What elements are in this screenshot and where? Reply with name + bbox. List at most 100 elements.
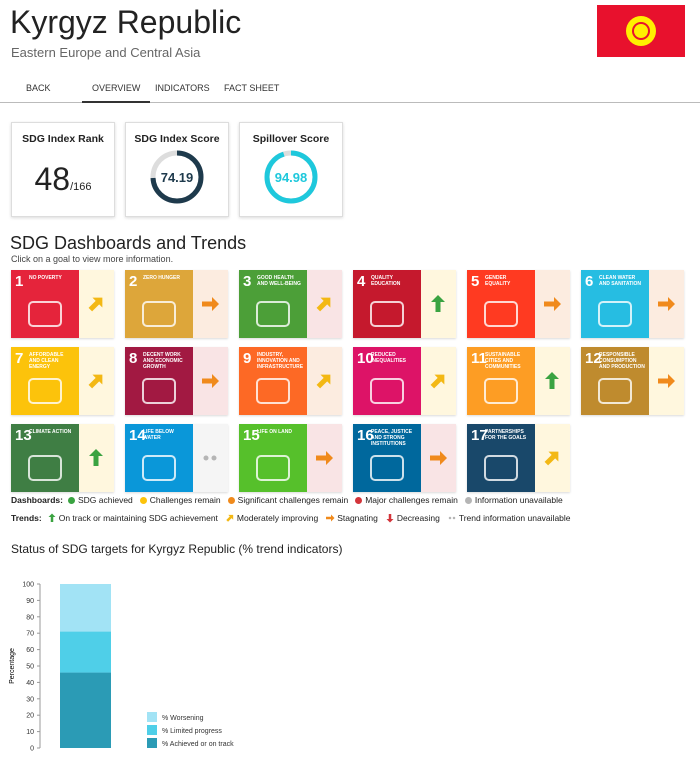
legend-text: % Limited progress [162,728,222,735]
goal-color: 4 QUALITY EDUCATION [353,270,421,338]
trend-icon [316,374,331,389]
legend-text: Major challenges remain [365,495,458,505]
arrow [226,514,234,522]
goal-tile[interactable]: 11 SUSTAINABLE CITIES AND COMMUNITIES [467,347,570,415]
goal-number: 2 [129,273,138,290]
goal-icon [256,455,290,481]
chart: Percentage 0 10 20 30 40 50 60 70 80 90 100 % Achiev… [9,582,234,753]
arrow [431,295,445,312]
y-tick-label: 10 [26,729,34,736]
arrow [316,451,333,465]
legend-dot [139,496,147,504]
icon-shape [370,301,404,327]
goal-icon [142,301,176,327]
arrow [202,297,219,311]
arrow [430,374,445,389]
legend-item: Major challenges remain [355,495,458,505]
goal-tile[interactable]: 8 DECENT WORK AND ECONOMIC GROWTH [125,347,228,415]
trend-icon [326,514,335,522]
goal-tile[interactable]: 10 REDUCED INEQUALITIES [353,347,456,415]
trend-cell [649,270,684,338]
tab-back[interactable]: BACK [26,83,51,93]
legend-text: On track or maintaining SDG achievement [58,513,218,523]
goal-icon [484,378,518,404]
arrow [545,372,559,389]
goal-tile[interactable]: 6 CLEAN WATER AND SANITATION [581,270,684,338]
goal-name: NO POVERTY [29,275,62,281]
goal-tile[interactable]: 14 LIFE BELOW WATER [125,424,228,492]
legend-text: Stagnating [337,513,378,523]
goal-number: 5 [471,273,480,290]
trend-cell [307,424,342,492]
legend-swatch [147,738,157,748]
goal-number: 7 [15,350,24,367]
trend-icon [88,374,103,389]
trend-icon [202,374,219,388]
legend-dot [67,496,75,504]
goal-number: 16 [357,427,374,444]
spillover-card: Spillover Score 94.98 [239,122,343,217]
tab-overview[interactable]: OVERVIEW [92,83,141,93]
goal-color: 12 RESPONSIBLE CONSUMPTION AND PRODUCTION [581,347,649,415]
legend-text: Significant challenges remain [237,495,349,505]
legend-icon [225,513,235,523]
goal-tile[interactable]: 7 AFFORDABLE AND CLEAN ENERGY [11,347,114,415]
tab-fact-sheet[interactable]: FACT SHEET [224,83,280,93]
goal-tile[interactable]: 12 RESPONSIBLE CONSUMPTION AND PRODUCTION [581,347,684,415]
flag [597,5,685,57]
goal-tile[interactable]: 13 CLIMATE ACTION [11,424,114,492]
trend-cell [79,424,114,492]
goal-icon [28,378,62,404]
legend-label: Dashboards: [11,495,63,505]
goal-number: 14 [129,427,146,444]
icon-shape [142,455,176,481]
arrow [544,451,559,466]
goal-tile[interactable]: 17 PARTNERSHIPS FOR THE GOALS [467,424,570,492]
goal-name: INDUSTRY, INNOVATION AND INFRASTRUCTURE [257,352,304,370]
goal-name: QUALITY EDUCATION [371,275,401,287]
goal-icon [484,301,518,327]
y-tick-label: 20 [26,713,34,720]
trend-icon [430,374,445,389]
gauge: 94.98 [264,150,318,204]
tab-indicators[interactable]: INDICATORS [155,83,210,93]
goal-number: 6 [585,273,594,290]
goal-name: PEACE, JUSTICE AND STRONG INSTITUTIONS [371,429,413,447]
trend-icon [316,297,331,312]
legend-item: Decreasing [385,513,440,523]
bar-segment [60,631,111,673]
legend-text: Decreasing [396,513,440,523]
goal-color: 13 CLIMATE ACTION [11,424,79,492]
goal-name: LIFE ON LAND [257,429,292,435]
icon-shape [142,378,176,404]
rank-total: /166 [70,181,92,193]
legend-item: Moderately improving [225,513,318,523]
goal-tile[interactable]: 5 GENDER EQUALITY [467,270,570,338]
goal-tile[interactable]: 3 GOOD HEALTH AND WELL-BEING [239,270,342,338]
goal-name: GOOD HEALTH AND WELL-BEING [257,275,301,287]
trend-icon [386,514,394,523]
goal-color: 8 DECENT WORK AND ECONOMIC GROWTH [125,347,193,415]
goal-tile[interactable]: 15 LIFE ON LAND [239,424,342,492]
goal-color: 2 ZERO HUNGER [125,270,193,338]
dot [452,516,456,520]
goal-icon [28,301,62,327]
card-label: SDG Index Score [134,133,220,145]
trend-icon [544,297,561,311]
goal-tile[interactable]: 16 PEACE, JUSTICE AND STRONG INSTITUTIONS [353,424,456,492]
gauge-value: 74.19 [161,170,194,185]
legend-dot [464,496,472,504]
goal-icon [598,378,632,404]
icon-shape [598,378,632,404]
goal-tile[interactable]: 9 INDUSTRY, INNOVATION AND INFRASTRUCTURE [239,347,342,415]
goal-tile[interactable]: 4 QUALITY EDUCATION [353,270,456,338]
goal-tile[interactable]: 1 NO POVERTY [11,270,114,338]
icon-shape [142,301,176,327]
icon-shape [256,301,290,327]
trend-cell [421,347,456,415]
icon-shape [256,378,290,404]
goal-tile[interactable]: 2 ZERO HUNGER [125,270,228,338]
goal-name: LIFE BELOW WATER [143,429,174,441]
trend-cell [193,270,228,338]
